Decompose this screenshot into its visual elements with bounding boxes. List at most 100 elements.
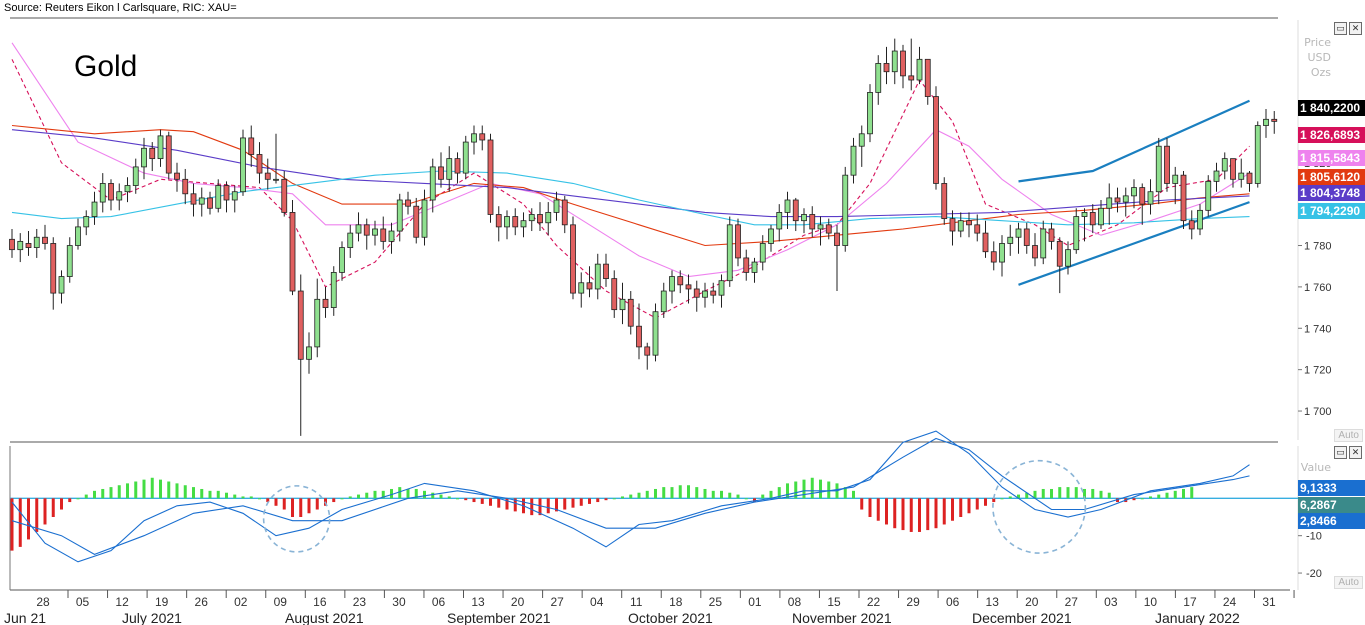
- histogram-bar: [431, 492, 435, 499]
- candle: [248, 125, 255, 167]
- auto-scale-button[interactable]: Auto: [1334, 429, 1363, 442]
- histogram-bar: [332, 498, 336, 503]
- candle-body: [306, 346, 312, 360]
- auto-scale-button[interactable]: Auto: [1334, 576, 1363, 589]
- candle: [743, 249, 750, 281]
- macd-line: [11, 430, 1250, 563]
- macd-line: [11, 437, 1250, 556]
- candle: [314, 278, 321, 358]
- candle-body: [1238, 172, 1245, 180]
- candle-body: [1098, 207, 1104, 226]
- candle-body: [528, 214, 535, 222]
- candle-body: [636, 325, 642, 348]
- candle: [999, 235, 1005, 277]
- histogram-bar: [1165, 492, 1169, 499]
- histogram-bar: [1033, 490, 1037, 499]
- candle: [330, 266, 337, 316]
- candle: [42, 224, 48, 250]
- month-label: Jun 21: [4, 610, 46, 625]
- x-tick-label: 16: [313, 595, 327, 609]
- x-tick-label: 26: [195, 595, 209, 609]
- candle-body: [1263, 118, 1269, 126]
- histogram-bar: [1041, 488, 1045, 499]
- histogram-bar: [868, 498, 872, 517]
- price-tag: 1 794,2290: [1298, 203, 1365, 219]
- candle-body: [223, 185, 230, 201]
- y-tick-label: 1 780: [1304, 241, 1332, 253]
- candle-body: [462, 141, 469, 174]
- histogram-bar: [60, 498, 63, 510]
- candle-body: [1032, 245, 1038, 259]
- close-icon[interactable]: ✕: [1349, 446, 1362, 459]
- candle-body: [1065, 249, 1071, 267]
- candle: [421, 189, 428, 246]
- candle: [504, 210, 510, 240]
- candle-body: [1271, 118, 1278, 122]
- histogram-bar: [670, 487, 674, 499]
- close-icon[interactable]: ✕: [1349, 22, 1362, 35]
- y-tick-label: 1 760: [1304, 282, 1332, 294]
- candle: [396, 193, 403, 242]
- y-tick-label: 1 740: [1304, 323, 1332, 335]
- x-tick-label: 31: [1262, 595, 1276, 609]
- candle: [306, 332, 312, 374]
- histogram-bar: [926, 498, 930, 531]
- histogram-bar: [365, 492, 369, 499]
- x-tick-label: 06: [946, 595, 960, 609]
- maximize-icon[interactable]: ▭: [1334, 22, 1347, 35]
- candle: [149, 142, 156, 172]
- candle: [429, 158, 436, 213]
- histogram-bar: [753, 498, 756, 503]
- candle-body: [916, 58, 923, 81]
- candle-body: [42, 236, 48, 244]
- histogram-bar: [695, 487, 699, 499]
- candle-body: [297, 290, 304, 360]
- candle-body: [116, 191, 123, 201]
- x-tick-label: 02: [234, 595, 248, 609]
- candle-body: [957, 220, 964, 232]
- histogram-bar: [439, 494, 443, 499]
- candle-body: [726, 224, 733, 282]
- histogram-bar: [274, 498, 278, 506]
- histogram-bar: [604, 498, 608, 501]
- candle: [487, 133, 494, 223]
- candle-body: [891, 50, 898, 73]
- value-tag: 9,1333: [1298, 480, 1365, 496]
- histogram-bar: [315, 498, 319, 510]
- candle: [9, 228, 15, 258]
- value-tag-box: [1298, 513, 1365, 529]
- maximize-icon[interactable]: ▭: [1334, 446, 1347, 459]
- value-tag-label: 2,8466: [1300, 514, 1337, 528]
- histogram-bar: [1025, 492, 1029, 499]
- candle: [710, 282, 717, 304]
- source-note: Source: Reuters Eikon l Carlsquare, RIC:…: [4, 2, 237, 14]
- candle-body: [561, 199, 568, 226]
- candle-body: [1081, 212, 1088, 217]
- histogram-bar: [126, 483, 129, 499]
- moving-average-line: [11, 124, 1250, 247]
- candle-body: [248, 137, 255, 155]
- histogram-bar: [27, 498, 30, 540]
- month-label: November 2021: [792, 610, 892, 625]
- candle: [652, 303, 659, 362]
- candle: [182, 168, 189, 205]
- candle-body: [652, 311, 659, 356]
- candle: [545, 202, 552, 236]
- candle: [1081, 208, 1088, 242]
- candle-body: [1007, 236, 1014, 244]
- price-tag: 1 840,2200: [1298, 100, 1365, 116]
- histogram-bar: [1083, 488, 1086, 499]
- candle-body: [413, 205, 420, 238]
- candle: [957, 212, 964, 238]
- candle-body: [520, 220, 527, 228]
- candle: [281, 171, 288, 217]
- candle: [190, 183, 197, 217]
- histogram-bar: [645, 490, 649, 499]
- chart-title: Gold: [74, 50, 138, 83]
- candle: [50, 237, 57, 310]
- histogram-bar: [794, 481, 798, 499]
- price-tag: 1 804,3748: [1298, 185, 1365, 201]
- candle-body: [1048, 228, 1055, 242]
- candle-body: [1230, 158, 1236, 180]
- histogram-bar: [216, 490, 220, 499]
